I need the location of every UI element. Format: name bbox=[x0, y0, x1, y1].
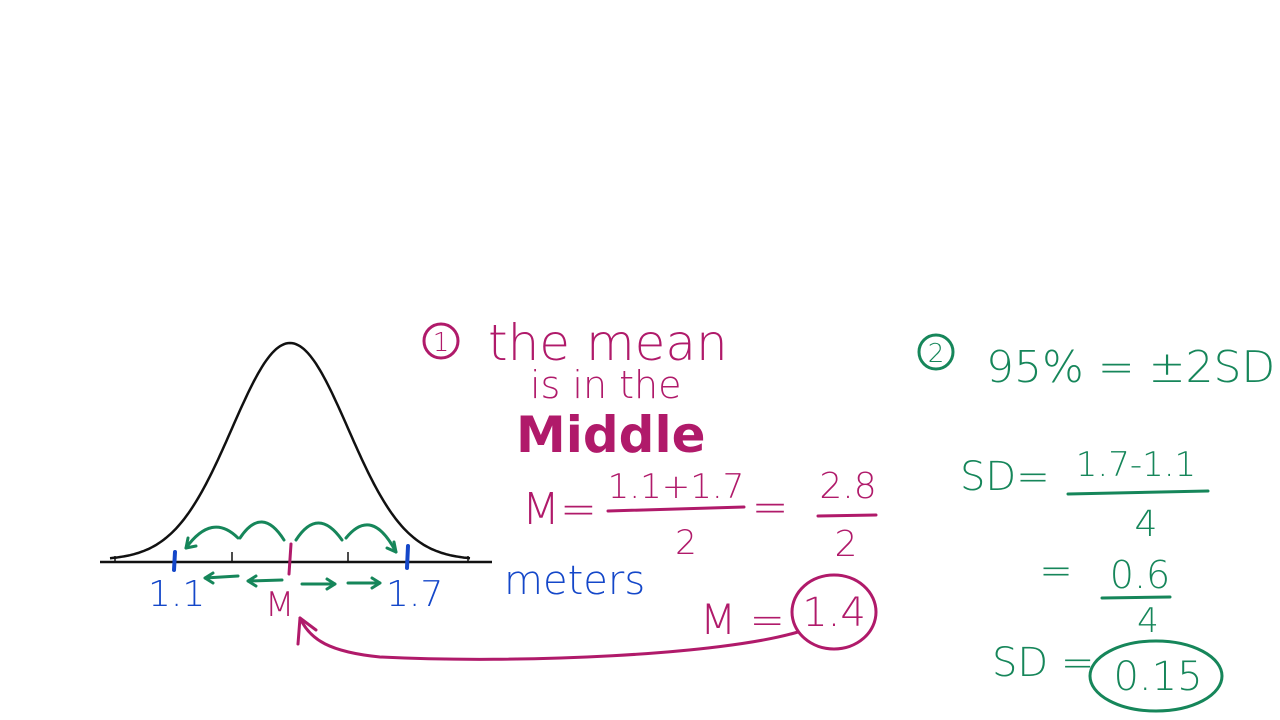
mean-result-value: 1.4 bbox=[802, 590, 866, 636]
sd-hop-arcs bbox=[184, 520, 398, 554]
unit-label: meters bbox=[504, 558, 645, 604]
step2-number-circle bbox=[917, 333, 955, 371]
mean-equals-sign: = bbox=[752, 482, 789, 533]
sd-formula-label: SD= bbox=[960, 454, 1050, 500]
tick-label-mean: M bbox=[265, 585, 294, 625]
mean-arrow-head bbox=[296, 616, 318, 646]
step1-number-circle bbox=[422, 322, 460, 360]
step2-number: 2 bbox=[928, 339, 945, 369]
step1-line1: the mean bbox=[488, 314, 728, 372]
sd-step-arrows bbox=[203, 571, 382, 591]
sd-result-value: 0.15 bbox=[1113, 654, 1202, 700]
upper-bound-mark bbox=[405, 544, 410, 570]
mean-mark bbox=[287, 542, 293, 576]
bell-curve bbox=[109, 341, 471, 560]
mean-fraction-denominator: 2 bbox=[675, 523, 697, 563]
step1-mean: 1 the mean is in the Middle M= 1.1+1.7 2… bbox=[296, 314, 878, 661]
mean-fraction-bar bbox=[606, 505, 746, 513]
sd-simplified-fraction-bar bbox=[1100, 595, 1172, 600]
sd-fraction-numerator: 1.7-1.1 bbox=[1076, 445, 1196, 485]
mean-sum-denominator: 2 bbox=[835, 524, 858, 565]
sd-fraction-bar bbox=[1066, 489, 1210, 496]
step1-number: 1 bbox=[433, 328, 450, 358]
mean-to-curve-arrow bbox=[298, 616, 800, 661]
normal-curve-diagram: 1.1 M 1.7 meters bbox=[100, 341, 645, 625]
sd-equals-sign: = bbox=[1039, 548, 1073, 594]
step1-line3: Middle bbox=[516, 406, 706, 464]
sd-simplified-numerator: 0.6 bbox=[1110, 553, 1170, 597]
mean-result-circle bbox=[790, 573, 878, 651]
mean-sum-fraction-bar bbox=[816, 513, 878, 518]
sd-fraction-denominator: 4 bbox=[1135, 504, 1158, 545]
lower-bound-mark bbox=[172, 550, 177, 572]
sd-result-label: SD = bbox=[992, 640, 1094, 686]
tick-label-upper: 1.7 bbox=[386, 574, 443, 615]
tick-label-lower: 1.1 bbox=[148, 574, 205, 615]
mean-fraction-numerator: 1.1+1.7 bbox=[608, 467, 745, 507]
mean-sum-numerator: 2.8 bbox=[819, 466, 876, 507]
step2-standard-deviation: 2 95% = ±2SD's SD= 1.7-1.1 4 = 0.6 4 SD … bbox=[917, 333, 1280, 713]
axis-ticks bbox=[114, 552, 469, 562]
step2-rule: 95% = ±2SD's bbox=[986, 342, 1280, 393]
sd-result-circle bbox=[1088, 639, 1224, 713]
sd-simplified-denominator: 4 bbox=[1137, 601, 1159, 641]
mean-formula-label: M= bbox=[522, 484, 597, 535]
mean-result-label: M = bbox=[700, 595, 785, 644]
step1-line2: is in the bbox=[530, 363, 682, 407]
